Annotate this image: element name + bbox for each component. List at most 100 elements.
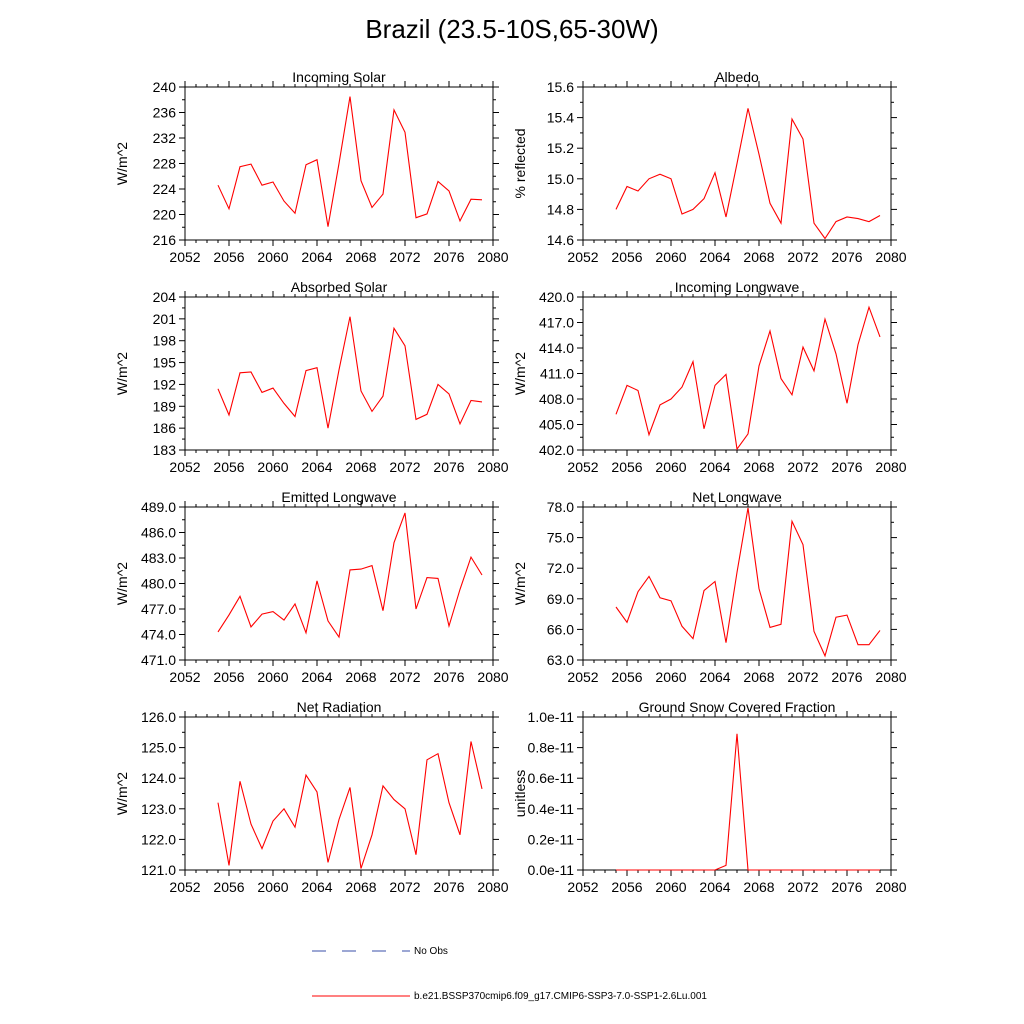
x-tick-label: 2068 [345, 669, 376, 685]
panel-title: Incoming Longwave [675, 279, 800, 295]
y-axis-label: unitless [512, 770, 528, 817]
x-tick-label: 2076 [831, 669, 862, 685]
y-tick-label: 121.0 [141, 862, 176, 878]
series-line-albedo [615, 108, 881, 240]
y-axis-label: W/m^2 [114, 352, 130, 395]
y-tick-label: 402.0 [539, 442, 574, 458]
figure-title: Brazil (23.5-10S,65-30W) [365, 14, 659, 44]
legend-model-label: b.e21.BSSP370cmip6.f09_g17.CMIP6-SSP3-7.… [414, 991, 707, 1002]
y-tick-label: 72.0 [547, 560, 574, 576]
x-tick-label: 2056 [611, 249, 642, 265]
y-tick-label: 480.0 [141, 576, 176, 592]
panel-incoming-solar: Incoming Solar W/m^2 2052 2056 2060 2064 2068 2… [114, 69, 509, 265]
legend: No Obs b.e21.BSSP370cmip6.f09_g17.CMIP6-… [312, 946, 707, 1002]
y-tick-label: 15.6 [547, 79, 574, 95]
x-tick-label: 2052 [567, 459, 598, 475]
x-tick-label: 2076 [433, 879, 464, 895]
x-tick-label: 2076 [831, 459, 862, 475]
panel-absorbed-solar: Absorbed Solar W/m^2 2052 2056 2060 2064 2068 2… [114, 279, 509, 475]
panel-net-longwave: Net Longwave W/m^2 2052 2056 2060 2064 2068 207… [512, 489, 907, 685]
x-tick-label: 2060 [257, 879, 288, 895]
plot-frame [184, 296, 494, 451]
series-line-emitted-longwave [217, 512, 483, 639]
y-tick-label: 15.2 [547, 140, 574, 156]
x-tick-label: 2056 [213, 249, 244, 265]
x-tick-label: 2068 [345, 459, 376, 475]
x-tick-label: 2064 [301, 669, 332, 685]
y-tick-label: 0.6e-11 [528, 770, 575, 786]
x-tick-label: 2060 [257, 249, 288, 265]
series-line-net-longwave [615, 507, 881, 658]
x-tick-label: 2056 [213, 669, 244, 685]
y-tick-label: 78.0 [547, 499, 574, 515]
y-tick-label: 125.0 [141, 740, 176, 756]
y-tick-label: 15.0 [547, 171, 574, 187]
x-tick-label: 2076 [433, 669, 464, 685]
x-tick-label: 2056 [611, 459, 642, 475]
series-line-ground-snow-covered-fraction [616, 733, 880, 871]
x-tick-label: 2076 [433, 249, 464, 265]
x-tick-label: 2072 [389, 249, 420, 265]
panel-incoming-longwave: Incoming Longwave W/m^2 2052 2056 2060 2064 20… [512, 279, 907, 475]
y-tick-label: 75.0 [547, 530, 574, 546]
x-tick-label: 2068 [345, 879, 376, 895]
x-tick-label: 2056 [611, 879, 642, 895]
y-tick-label: 420.0 [539, 289, 574, 305]
y-tick-label: 489.0 [141, 499, 176, 515]
x-tick-label: 2080 [875, 249, 906, 265]
panel-title: Emitted Longwave [281, 489, 396, 505]
x-tick-label: 2052 [567, 879, 598, 895]
panel-title: Net Radiation [297, 699, 382, 715]
y-tick-label: 232 [153, 130, 177, 146]
x-tick-label: 2080 [477, 459, 508, 475]
y-tick-label: 204 [153, 289, 177, 305]
plot-frame [582, 296, 892, 451]
x-tick-label: 2068 [743, 669, 774, 685]
x-tick-label: 2076 [831, 879, 862, 895]
x-tick-label: 2072 [787, 459, 818, 475]
y-tick-label: 14.6 [547, 232, 574, 248]
x-tick-label: 2052 [169, 879, 200, 895]
y-tick-label: 14.8 [547, 201, 574, 217]
x-tick-label: 2072 [787, 249, 818, 265]
y-tick-label: 0.2e-11 [528, 831, 575, 847]
x-tick-label: 2072 [787, 879, 818, 895]
x-tick-label: 2064 [301, 879, 332, 895]
x-tick-label: 2080 [477, 249, 508, 265]
x-tick-label: 2056 [611, 669, 642, 685]
y-axis-label: % reflected [512, 128, 528, 198]
x-tick-label: 2052 [169, 669, 200, 685]
x-tick-label: 2076 [831, 249, 862, 265]
y-tick-label: 124.0 [141, 770, 176, 786]
series-line-incoming-solar [217, 96, 483, 227]
y-tick-label: 63.0 [547, 652, 574, 668]
y-axis-label: W/m^2 [512, 352, 528, 395]
x-tick-label: 2064 [699, 879, 730, 895]
y-tick-label: 192 [153, 376, 177, 392]
y-axis-label: W/m^2 [114, 562, 130, 605]
panel-emitted-longwave: Emitted Longwave W/m^2 2052 2056 2060 2064 206… [114, 489, 509, 685]
x-tick-label: 2060 [655, 249, 686, 265]
y-tick-label: 198 [153, 333, 177, 349]
x-tick-label: 2052 [567, 669, 598, 685]
x-tick-label: 2052 [567, 249, 598, 265]
y-tick-label: 236 [153, 105, 177, 121]
x-tick-label: 2052 [169, 249, 200, 265]
y-tick-label: 1.0e-11 [528, 709, 575, 725]
y-tick-label: 195 [153, 355, 177, 371]
x-tick-label: 2060 [257, 669, 288, 685]
y-tick-label: 126.0 [141, 709, 176, 725]
x-tick-label: 2060 [655, 879, 686, 895]
x-tick-label: 2056 [213, 459, 244, 475]
x-tick-label: 2072 [389, 459, 420, 475]
x-tick-label: 2064 [699, 459, 730, 475]
panel-title: Absorbed Solar [291, 279, 388, 295]
x-tick-label: 2080 [477, 879, 508, 895]
panel-albedo: Albedo % reflected 2052 2056 2060 2064 2068 207… [512, 69, 907, 265]
x-tick-label: 2072 [389, 669, 420, 685]
x-tick-label: 2064 [301, 249, 332, 265]
y-tick-label: 411.0 [540, 366, 574, 382]
panel-title: Incoming Solar [292, 69, 386, 85]
y-tick-label: 189 [153, 398, 177, 414]
y-axis-label: W/m^2 [512, 562, 528, 605]
